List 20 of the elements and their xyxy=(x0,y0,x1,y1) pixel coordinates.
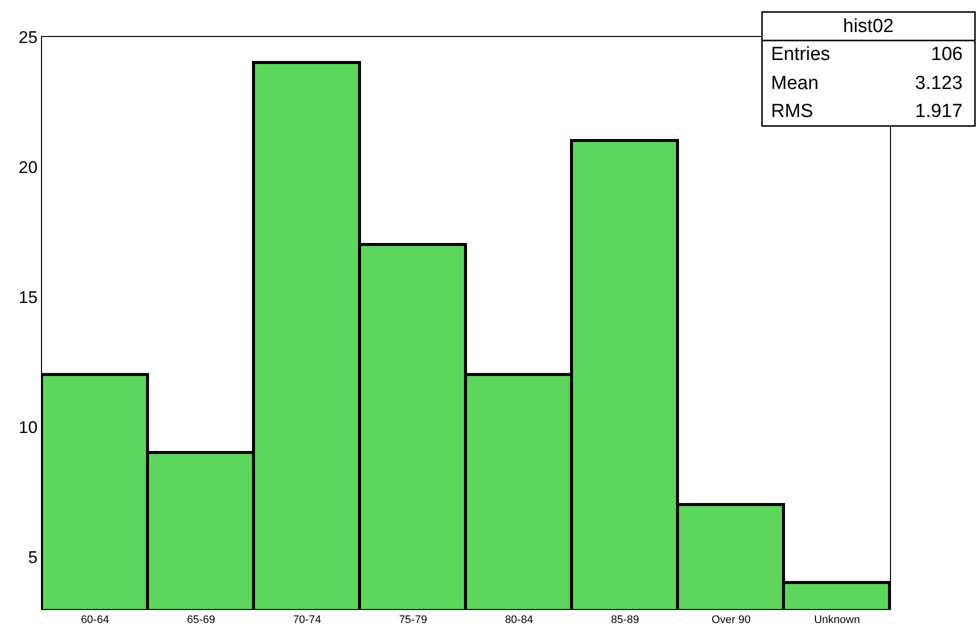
x-tick-label: 75-79 xyxy=(398,614,428,626)
annotation: hist02 xyxy=(843,16,894,37)
y-tick-label: 10 xyxy=(18,418,38,437)
x-tick-label: 60-64 xyxy=(80,614,110,626)
y-tick-label: 15 xyxy=(18,288,38,307)
y-tick-label: 25 xyxy=(18,28,38,47)
x-tick-label: Unknown xyxy=(814,614,860,626)
x-tick-label: 70-74 xyxy=(292,614,322,626)
x-tick-label: 85-89 xyxy=(610,614,640,626)
y-tick-label: 5 xyxy=(28,548,38,567)
text: 106 xyxy=(931,44,963,65)
text: 1.917 xyxy=(915,101,963,122)
x-tick-label: 80-84 xyxy=(504,614,534,626)
annotation: RMS xyxy=(771,101,814,122)
x-tick-label: 65-69 xyxy=(186,614,216,626)
annotation: Entries xyxy=(771,44,830,65)
annotation: Mean xyxy=(771,73,819,94)
x-tick-label: Over 90 xyxy=(711,614,751,626)
text: 3.123 xyxy=(915,73,963,94)
y-tick-label: 20 xyxy=(18,158,38,177)
